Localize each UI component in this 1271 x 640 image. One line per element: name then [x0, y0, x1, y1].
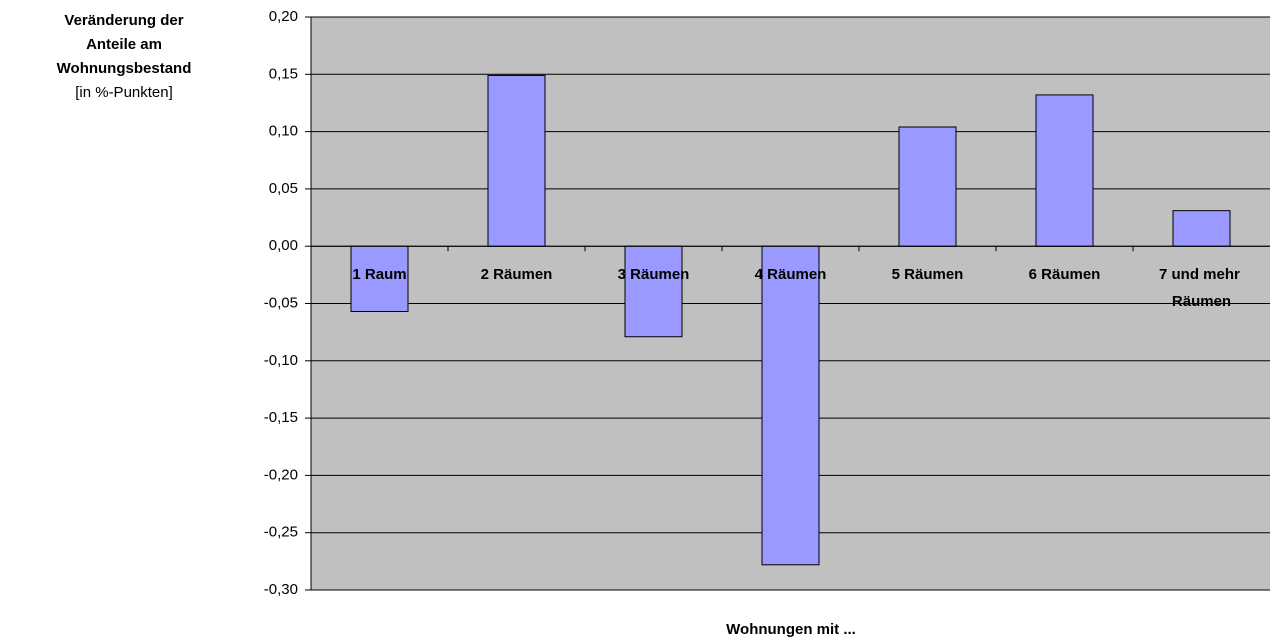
y-tick-label: 0,05	[269, 180, 298, 197]
y-tick-label: -0,10	[264, 352, 298, 369]
x-tick-label: 3 Räumen	[618, 266, 690, 283]
y-tick-label: -0,15	[264, 409, 298, 426]
x-tick-label: 1 Raum	[352, 266, 406, 283]
x-axis-title: Wohnungen mit ...	[726, 621, 856, 638]
y-tick-label: -0,20	[264, 466, 298, 483]
bar	[350, 245, 409, 313]
bar	[624, 245, 683, 338]
x-tick-label: 7 und mehr Räumen	[1159, 266, 1244, 310]
y-tick-label: -0,25	[264, 524, 298, 541]
x-tick-label: 5 Räumen	[892, 266, 964, 283]
y-axis-title: Wohnungsbestand	[57, 60, 192, 77]
bar	[1035, 94, 1094, 247]
x-tick-label: 6 Räumen	[1029, 266, 1101, 283]
y-axis-title: Anteile am	[86, 36, 162, 53]
y-tick-label: -0,30	[264, 581, 298, 598]
bar	[898, 126, 957, 247]
y-tick-label: 0,10	[269, 123, 298, 140]
y-axis-unit: [in %-Punkten]	[75, 84, 173, 101]
bar	[761, 245, 820, 566]
bar	[1172, 210, 1231, 247]
x-tick-label: 2 Räumen	[481, 266, 553, 283]
y-tick-label: 0,20	[269, 8, 298, 25]
y-tick-label: 0,15	[269, 65, 298, 82]
y-axis-title: Veränderung der	[64, 12, 183, 29]
y-tick-label: -0,05	[264, 294, 298, 311]
x-tick-label: 4 Räumen	[755, 266, 827, 283]
y-tick-label: 0,00	[269, 237, 298, 254]
bar	[487, 74, 546, 247]
